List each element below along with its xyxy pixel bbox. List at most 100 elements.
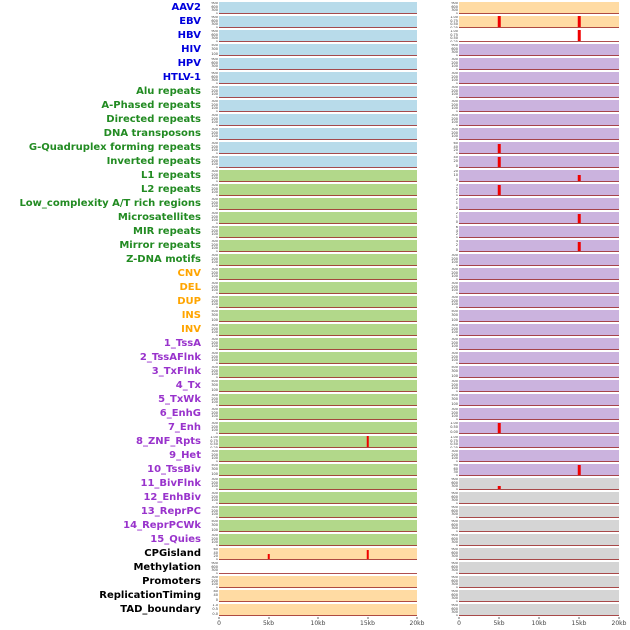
data-spike [366,550,369,559]
x-tick-mark [367,617,368,619]
y-axis-ticks-left: 900 600 300 0 [205,30,219,42]
y-tick-label: 300 [211,352,218,355]
y-tick-label: 0 [455,163,458,168]
y-tick-label: 0 [215,95,218,98]
y-tick-label: 0 [215,501,218,504]
y-tick-label: 0 [215,123,218,126]
track-panel-right [459,604,619,616]
x-tick-mark [578,617,580,619]
y-tick-label: 300 [211,36,218,40]
data-spike [366,436,369,447]
track-panel-right [459,170,619,182]
y-tick-label: 100 [211,414,218,418]
y-tick-label: 300 [451,282,458,285]
y-tick-label: 200 [451,326,458,331]
y-tick-label: 100 [451,401,458,406]
y-tick-label: 300 [211,22,218,26]
track-row: AAV2 900 600 300 0 900 600 300 0 [0,1,630,15]
track-row: Alu repeats 300 200 100 0 300 200 100 0 [0,85,630,99]
y-tick-label: 900 [451,44,458,47]
track-panel-right [459,198,619,210]
zero-baseline [219,167,417,168]
zero-baseline [219,125,417,126]
row-label: 5_TxWk [158,394,201,405]
y-tick-label: 0 [455,529,458,532]
row-label: Directed repeats [106,114,201,125]
y-tick-label: 2 [455,198,458,201]
y-tick-label: 200 [211,424,218,429]
y-tick-label: 300 [451,369,458,374]
x-tick-label: 5kb [262,620,275,627]
row-label: 1_TssA [163,338,201,349]
zero-baseline [219,615,417,616]
y-tick-label: 200 [211,256,218,261]
y-tick-label: 100 [211,387,218,392]
y-axis-ticks-right: 300 200 100 0 [417,114,459,126]
zero-baseline [219,349,417,350]
y-tick-label: 3 [455,184,458,187]
y-axis-ticks-left: 80 40 0 [205,590,219,602]
zero-baseline [219,461,417,462]
y-tick-label: 0.5 [212,607,218,612]
zero-baseline [459,251,619,252]
y-tick-label: 200 [451,60,458,65]
track-panel-left [219,436,417,448]
track-row: 11_BivFlnk 300 200 100 0 900 600 300 0 [0,477,630,491]
y-tick-label: 2 [455,232,458,236]
y-tick-label: 0 [455,543,458,546]
y-tick-label: 100 [451,120,458,124]
zero-baseline [459,41,619,42]
y-tick-label: 0 [215,361,218,364]
y-tick-label: 2 [455,212,458,215]
row-label: INV [181,324,201,335]
zero-baseline [459,27,619,28]
data-spike [577,16,581,27]
track-panel-left [219,380,417,392]
row-label: INS [181,310,201,321]
track-panel-right [459,576,619,588]
y-tick-label: 300 [451,268,458,271]
y-tick-label: 300 [451,450,458,453]
y-tick-label: 900 [451,2,458,5]
x-tick-label: 20kb [611,620,627,627]
y-tick-label: 100 [451,106,458,110]
y-tick-label: 0 [215,347,218,350]
zero-baseline [219,307,417,308]
y-tick-label: 200 [451,340,458,345]
track-panel-left [219,352,417,364]
data-spike [497,16,501,27]
y-tick-label: 900 [211,58,218,61]
y-tick-label: 300 [451,324,458,327]
x-tick-label: 20kb [409,620,425,627]
y-tick-label: 300 [211,338,218,341]
y-tick-label: 600 [211,60,218,65]
y-axis-ticks-left: 900 600 300 0 [205,72,219,84]
y-tick-label: 100 [211,484,218,488]
y-tick-label: 300 [211,226,218,229]
zero-baseline [459,377,619,378]
y-tick-label: 0.75 [450,18,458,23]
y-tick-label: 100 [211,471,218,476]
y-axis-ticks-left: 300 200 100 0 [205,212,219,224]
y-tick-label: 0 [215,221,218,224]
y-tick-label: 100 [451,317,458,322]
zero-baseline [459,265,619,266]
y-tick-label: 300 [211,170,218,173]
zero-baseline [219,475,417,476]
y-tick-label: 300 [451,313,458,318]
track-row: Low_complexity A/T rich regions 300 200 100… [0,197,630,211]
y-axis-ticks-right: 90 60 30 0 [417,464,459,476]
zero-baseline [219,503,417,504]
row-label: 7_Enh [167,422,201,433]
y-tick-label: 300 [451,582,458,586]
zero-baseline [219,13,417,14]
y-axis-ticks-right: 300 200 100 0 [417,100,459,112]
track-panel-right [459,114,619,126]
y-tick-label: 300 [211,296,218,299]
y-axis-ticks-right: 1.000.750.500.250.00 [417,436,459,448]
track-panel-right [459,212,619,224]
track-row: CNV 300 200 100 0 300 200 100 0 [0,267,630,281]
y-tick-label: 0 [215,333,218,336]
y-tick-label: 40 [213,550,218,555]
